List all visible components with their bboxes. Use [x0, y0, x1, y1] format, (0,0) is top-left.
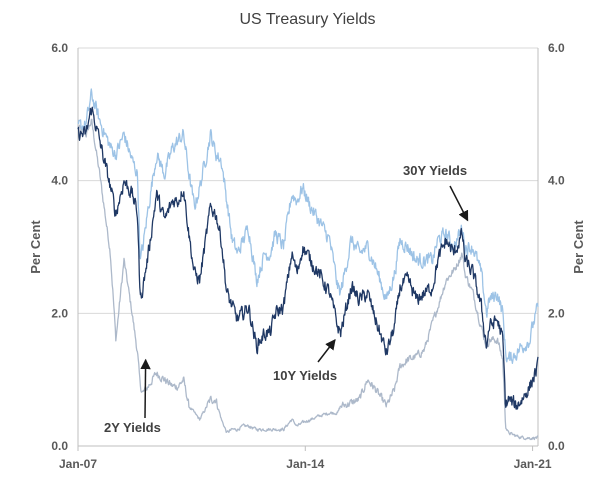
y-ticks-right: 0.0 2.0 4.0 6.0 [548, 41, 565, 453]
x-tick-label: Jan-07 [59, 457, 97, 471]
annotation-arrow [449, 185, 469, 222]
y-axis-label-left: Per Cent [28, 220, 43, 274]
annotations: 30Y Yields 10Y Yields 2Y Yields [104, 163, 469, 435]
series-line-30y [77, 88, 539, 365]
y-tick-label: 4.0 [51, 174, 68, 188]
x-tick-label: Jan-21 [514, 457, 552, 471]
y-tick-label: 4.0 [548, 174, 565, 188]
series-line-10y [77, 106, 539, 410]
y-tick-label: 6.0 [51, 41, 68, 55]
gridlines [78, 47, 538, 314]
y-axis-label-right: Per Cent [571, 220, 586, 274]
y-tick-label: 2.0 [548, 306, 565, 320]
annotation-arrow [317, 339, 336, 363]
y-ticks-left: 0.0 2.0 4.0 6.0 [51, 41, 68, 453]
series-line-2y [77, 118, 539, 441]
annotation-arrow [140, 358, 151, 419]
chart-title: US Treasury Yields [239, 11, 376, 28]
annotation-label: 2Y Yields [104, 420, 161, 435]
series-lines [77, 88, 539, 441]
y-tick-label: 2.0 [51, 306, 68, 320]
y-tick-label: 0.0 [51, 439, 68, 453]
annotation-label: 30Y Yields [403, 163, 467, 178]
y-tick-label: 0.0 [548, 439, 565, 453]
annotation-label: 10Y Yields [273, 368, 337, 383]
x-tick-label: Jan-14 [286, 457, 324, 471]
x-ticks: Jan-07 Jan-14 Jan-21 [59, 446, 552, 471]
y-tick-label: 6.0 [548, 41, 565, 55]
